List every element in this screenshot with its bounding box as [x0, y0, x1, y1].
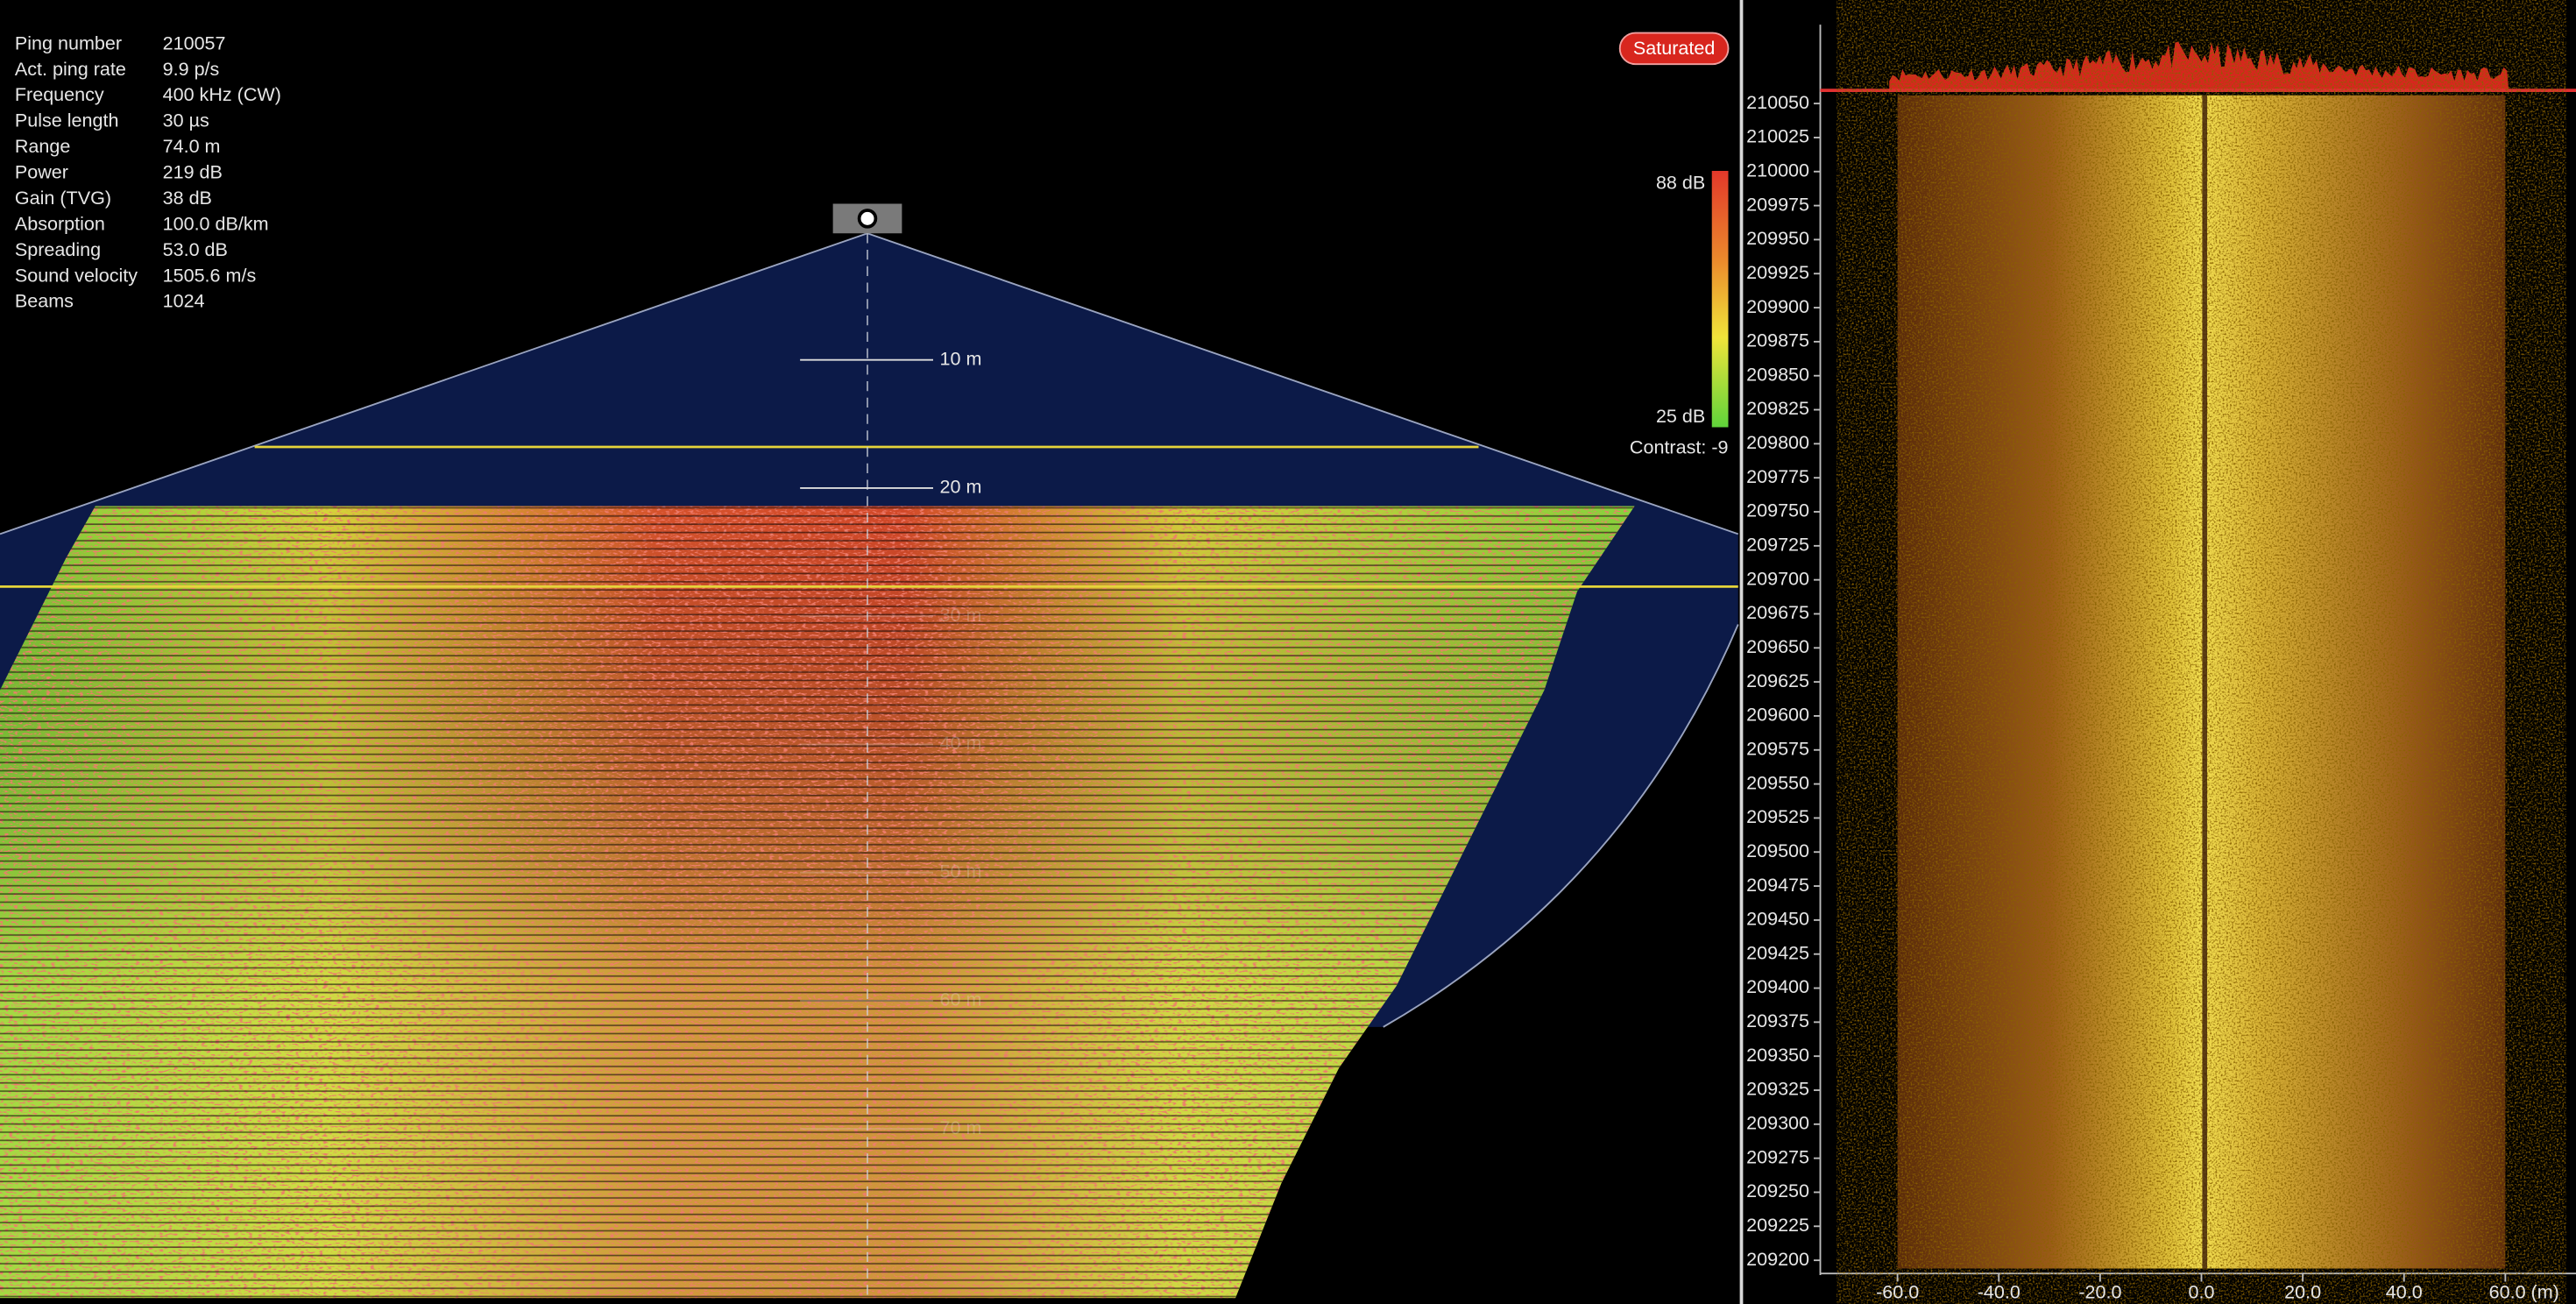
y-tick-label: 209900: [1746, 295, 1809, 317]
range-rings: 10 m 20 m 30 m 40 m 50 m 60 m 70 m: [800, 347, 982, 1138]
swath-scanlines: [0, 506, 1635, 1299]
waterfall-axes: 210050 210025 210000 209975 209950 209925 2099…: [1746, 91, 2559, 1302]
x-tick-label: -40.0: [1978, 1280, 2020, 1302]
contrast: Contrast: -9: [1630, 436, 1729, 458]
y-tick-label: 209250: [1746, 1180, 1809, 1201]
y-tick-label: 209400: [1746, 975, 1809, 997]
y-tick-label: 209975: [1746, 193, 1809, 215]
intensity-profile: [1889, 41, 2509, 91]
transducer-dot: [857, 209, 878, 229]
info-label: Gain (TVG): [15, 187, 111, 209]
info-label: Act. ping rate: [15, 58, 126, 80]
ring-label: 70 m: [940, 1116, 982, 1138]
fan-edge: [0, 232, 868, 535]
y-tick-label: 209875: [1746, 330, 1809, 351]
info-value: 38 dB: [163, 187, 212, 209]
y-tick-label: 209425: [1746, 941, 1809, 963]
y-tick-label: 209800: [1746, 431, 1809, 453]
info-value: 400 kHz (CW): [163, 83, 281, 105]
y-tick-label: 209950: [1746, 227, 1809, 249]
saturated-text: Saturated: [1633, 37, 1715, 59]
x-tick-label: 40.0: [2386, 1280, 2423, 1302]
ring-label: 20 m: [940, 476, 982, 498]
info-label: Range: [15, 135, 71, 157]
info-value: 1024: [163, 290, 205, 312]
ring-label: 60 m: [940, 989, 982, 1010]
x-tick-label: 60.0 (m): [2489, 1280, 2559, 1302]
y-tick-label: 209225: [1746, 1214, 1809, 1236]
ring-label: 40 m: [940, 732, 982, 754]
y-tick-label: 209275: [1746, 1145, 1809, 1167]
info-label: Ping number: [15, 32, 122, 53]
y-tick-label: 210025: [1746, 125, 1809, 147]
y-tick-label: 209825: [1746, 397, 1809, 419]
fan-edge: [867, 232, 1739, 535]
info-label: Sound velocity: [15, 264, 138, 286]
y-tick-label: 209500: [1746, 840, 1809, 861]
y-tick-label: 209600: [1746, 704, 1809, 726]
scale-min: 25 dB: [1656, 405, 1705, 427]
x-tick-label: 0.0: [2189, 1280, 2215, 1302]
y-tick-label: 209925: [1746, 261, 1809, 283]
y-tick-label: 209700: [1746, 567, 1809, 589]
y-tick-label: 209575: [1746, 737, 1809, 759]
ring-label: 50 m: [940, 860, 982, 882]
info-value: 53.0 dB: [163, 238, 228, 260]
y-tick-label: 209675: [1746, 601, 1809, 623]
info-label: Power: [15, 161, 68, 183]
info-value: 210057: [163, 32, 226, 53]
y-tick-label: 209200: [1746, 1248, 1809, 1270]
y-tick-label: 209300: [1746, 1112, 1809, 1134]
y-tick-label: 209550: [1746, 771, 1809, 793]
info-value: 74.0 m: [163, 135, 221, 157]
y-tick-label: 209375: [1746, 1010, 1809, 1031]
info-value: 219 dB: [163, 161, 223, 183]
info-label: Pulse length: [15, 110, 119, 131]
scale-max: 88 dB: [1656, 172, 1705, 194]
fan-arc: [1383, 624, 1739, 1028]
x-tick-label: -20.0: [2078, 1280, 2121, 1302]
waterfall-grain: [1897, 95, 2506, 1269]
info-value: 100.0 dB/km: [163, 212, 269, 234]
info-value: 30 µs: [163, 110, 209, 131]
y-tick-label: 209350: [1746, 1044, 1809, 1066]
y-tick-label: 209725: [1746, 534, 1809, 556]
info-label: Spreading: [15, 238, 101, 260]
y-tick-label: 209625: [1746, 670, 1809, 691]
y-tick-label: 209475: [1746, 874, 1809, 896]
y-tick-label: 209775: [1746, 465, 1809, 487]
y-tick-label: 209525: [1746, 805, 1809, 827]
ring-label: 30 m: [940, 604, 982, 626]
info-label: Beams: [15, 290, 74, 312]
saturated-badge: [1618, 32, 1730, 66]
y-tick-label: 210050: [1746, 91, 1809, 113]
y-tick-label: 209750: [1746, 500, 1809, 521]
x-tick-label: -60.0: [1876, 1280, 1919, 1302]
ring-label: 10 m: [940, 347, 982, 369]
info-value: 1505.6 m/s: [163, 264, 257, 286]
color-bar: [1711, 171, 1729, 428]
x-tick-label: 20.0: [2284, 1280, 2321, 1302]
info-label: Frequency: [15, 83, 104, 105]
y-tick-label: 209450: [1746, 908, 1809, 930]
info-label: Absorption: [15, 212, 105, 234]
y-tick-label: 209850: [1746, 363, 1809, 385]
y-tick-label: 209650: [1746, 635, 1809, 657]
info-value: 9.9 p/s: [163, 58, 220, 80]
swath: [0, 506, 1635, 1299]
y-tick-label: 209325: [1746, 1078, 1809, 1100]
y-tick-label: 210000: [1746, 159, 1809, 181]
info-panel: Ping number 210057 Act. ping rate 9.9 p/s Fr…: [15, 32, 281, 311]
